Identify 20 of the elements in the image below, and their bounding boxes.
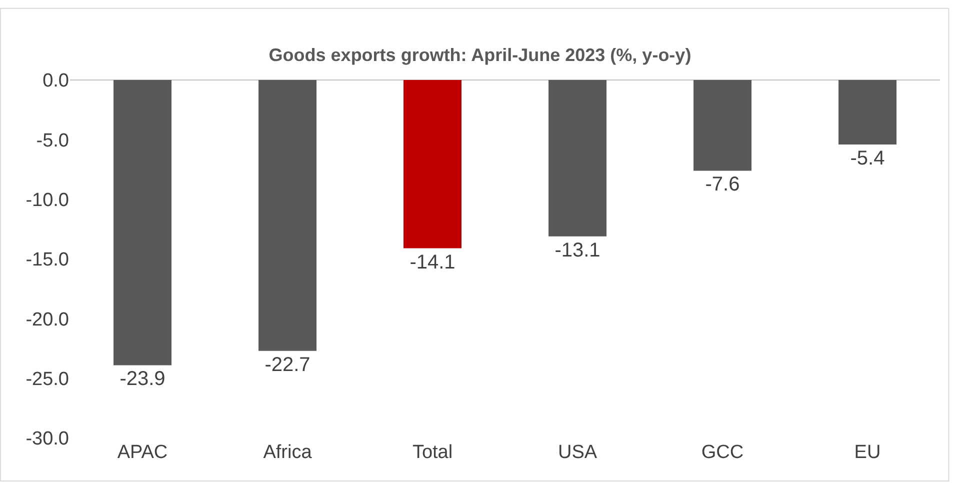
x-tick-label: EU [854,442,881,463]
y-tick-label: -15.0 [26,250,69,271]
data-label: -5.4 [850,147,885,170]
data-label: -14.1 [410,251,456,274]
x-tick-label: APAC [117,442,168,463]
x-tick-label: GCC [701,442,744,463]
y-tick-label: 0.0 [42,70,69,92]
y-tick-label: -30.0 [26,428,69,450]
chart-title: Goods exports growth: April-June 2023 (%, y-o-y) [268,44,692,65]
x-tick-label: USA [558,442,598,463]
y-tick-label: -5.0 [36,130,69,152]
y-tick-label: -20.0 [26,309,69,330]
data-label: -7.6 [705,174,740,196]
x-tick-label: Total [412,442,453,463]
data-label: -23.9 [120,368,166,390]
y-tick-label: -10.0 [26,190,69,211]
x-tick-label: Africa [263,442,312,463]
y-tick-label: -25.0 [26,368,69,390]
data-label: -13.1 [554,239,600,262]
data-label: -22.7 [264,354,310,376]
